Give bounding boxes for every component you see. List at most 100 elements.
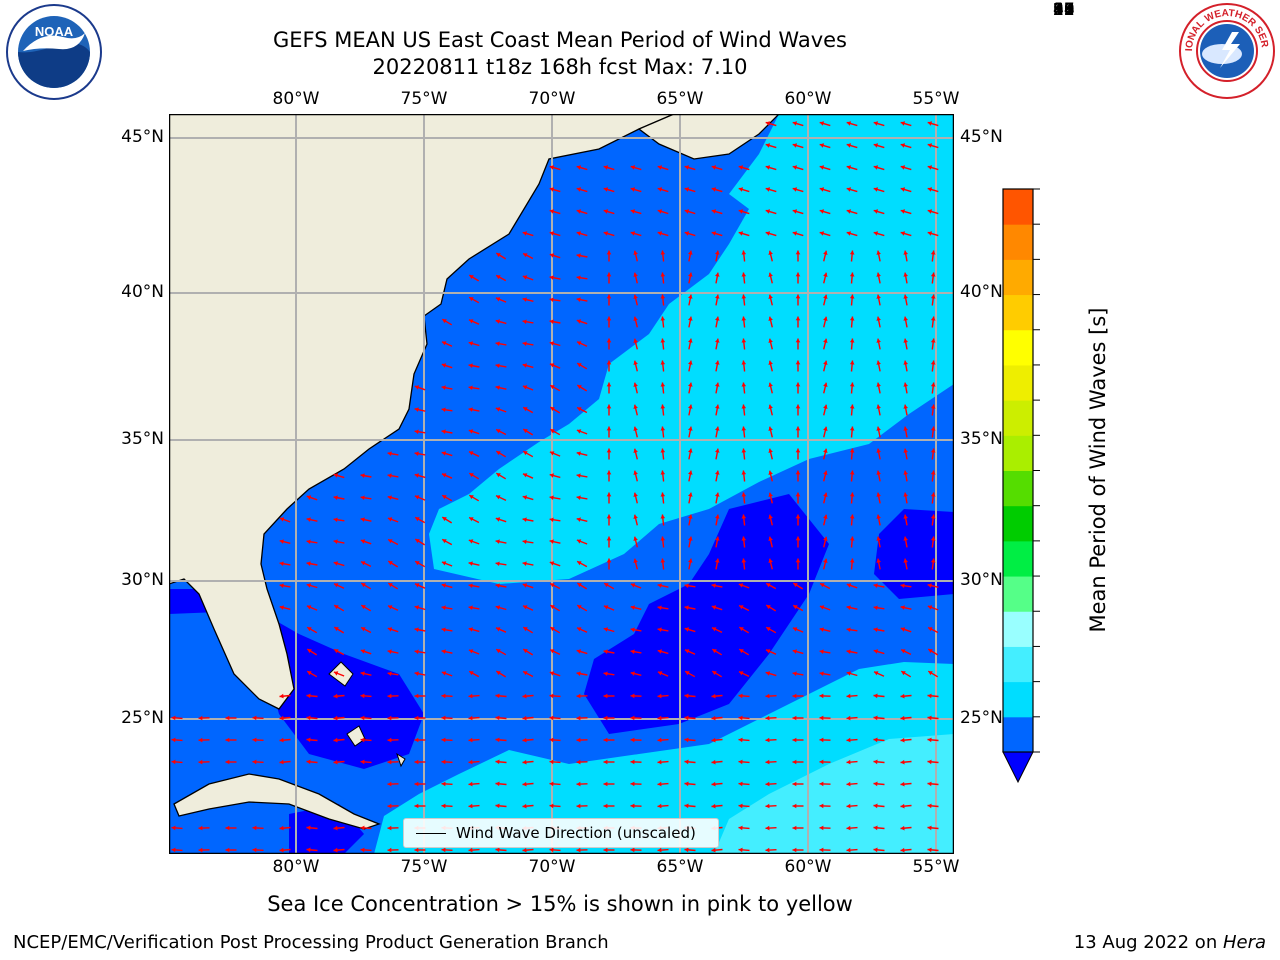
wave-arrow-head <box>927 143 933 148</box>
wave-arrow-head <box>279 517 285 522</box>
wave-arrow-head <box>930 294 936 299</box>
wave-arrow-head <box>873 187 879 192</box>
wave-arrow-head <box>684 627 690 632</box>
wave-arrow-head <box>660 294 666 299</box>
wave-arrow-head <box>765 209 771 214</box>
wave-arrow-head <box>768 360 773 365</box>
wave-arrow-head <box>414 473 419 478</box>
wave-arrow-head <box>414 627 419 632</box>
wave-arrow-head <box>387 781 392 787</box>
wave-arrow-head <box>333 825 338 831</box>
wave-arrow-head <box>819 737 824 743</box>
wave-arrow-head <box>522 495 528 500</box>
wave-arrow-head <box>660 558 666 563</box>
colorbar-under-extension <box>1002 751 1034 784</box>
wave-arrow-head <box>576 275 581 280</box>
wave-arrow-head <box>792 209 798 214</box>
wave-arrow-head <box>630 165 636 170</box>
wave-arrow-head <box>576 187 582 192</box>
wave-arrow-head <box>630 605 635 610</box>
wave-arrow-head <box>633 470 638 475</box>
lat-label-left: 35°N <box>121 429 164 449</box>
wave-arrow-head <box>606 316 612 321</box>
wave-arrow-head <box>468 407 473 412</box>
wave-arrow-head <box>606 448 612 453</box>
wave-arrow-head <box>441 627 446 632</box>
wave-arrow-head <box>603 649 608 654</box>
wave-arrow-head <box>765 847 770 853</box>
wave-arrow-head <box>846 583 852 588</box>
wave-arrow-head <box>225 737 230 743</box>
colorbar-segment <box>1003 505 1033 542</box>
wave-arrow-head <box>603 781 608 787</box>
wave-arrow-head <box>415 561 420 566</box>
wave-arrow-head <box>387 737 392 743</box>
wave-arrow-head <box>876 492 881 497</box>
wave-arrow-head <box>819 847 824 853</box>
wave-arrow-head <box>849 294 855 299</box>
wave-arrow-head <box>387 451 392 456</box>
colorbar-segment <box>1003 540 1033 577</box>
wave-arrow-head <box>741 338 747 343</box>
wave-arrow-head <box>442 319 447 324</box>
wave-arrow-head <box>442 517 447 522</box>
wave-arrow-head <box>549 759 554 765</box>
wave-arrow-head <box>900 627 906 632</box>
wave-arrow-head <box>334 627 339 632</box>
wave-arrow-head <box>630 187 636 192</box>
wave-arrow-head <box>633 250 638 255</box>
wave-arrow-head <box>360 715 365 721</box>
wave-arrow-head <box>738 781 743 787</box>
wave-arrow-head <box>657 209 663 214</box>
wave-arrow-head <box>819 209 825 214</box>
wave-arrow-head <box>900 737 905 743</box>
wave-arrow-head <box>361 561 366 566</box>
footer-date: 13 Aug 2022 on Hera <box>1074 932 1266 953</box>
wave-arrow-head <box>849 426 855 431</box>
wave-arrow-head <box>252 759 257 765</box>
wave-arrow-head <box>468 693 473 699</box>
wave-arrow-head <box>469 319 474 324</box>
footer-credit: NCEP/EMC/Verification Post Processing Pr… <box>13 932 609 953</box>
wave-arrow-head <box>549 319 554 324</box>
wave-arrow-head <box>765 121 771 126</box>
wave-arrow-head <box>414 429 419 434</box>
wave-arrow-head <box>468 627 473 632</box>
wave-arrow-head <box>549 847 554 853</box>
wave-arrow-head <box>738 165 744 170</box>
wave-arrow-head <box>765 715 770 721</box>
wave-arrow-head <box>469 495 474 500</box>
wave-arrow-head <box>849 272 855 277</box>
lon-label-top: 80°W <box>272 89 320 109</box>
wave-arrow-head <box>495 341 500 346</box>
wave-arrow-head <box>715 272 720 277</box>
wave-arrow-head <box>900 605 905 610</box>
wave-arrow-head <box>496 429 501 434</box>
wave-arrow-head <box>903 426 908 431</box>
wave-arrow-head <box>522 363 527 368</box>
wave-arrow-head <box>900 759 905 765</box>
wave-arrow-head <box>685 671 690 676</box>
wave-arrow-head <box>603 187 609 192</box>
wave-arrow-head <box>741 448 747 453</box>
wave-arrow-head <box>715 338 720 343</box>
wave-arrow-head <box>715 426 720 431</box>
wave-arrow-head <box>576 473 581 478</box>
wave-arrow-head <box>768 448 773 453</box>
wave-arrow-head <box>576 671 581 676</box>
wave-arrow-head <box>550 385 555 390</box>
colorbar-tick-label: 17 <box>1053 0 1075 20</box>
wave-arrow-head <box>334 605 339 610</box>
wave-arrow-head <box>715 382 720 387</box>
wave-arrow-head <box>522 319 527 324</box>
wave-arrow-head <box>846 693 851 699</box>
wave-arrow-head <box>657 737 662 743</box>
wave-arrow-head <box>603 605 609 610</box>
wave-arrow-head <box>823 558 828 563</box>
wave-arrow-head <box>441 583 446 588</box>
wave-arrow-head <box>684 803 689 809</box>
wave-arrow-head <box>279 715 284 721</box>
wave-arrow-head <box>522 781 527 787</box>
wave-arrow-head <box>927 759 932 765</box>
wave-arrow-head <box>766 605 771 610</box>
